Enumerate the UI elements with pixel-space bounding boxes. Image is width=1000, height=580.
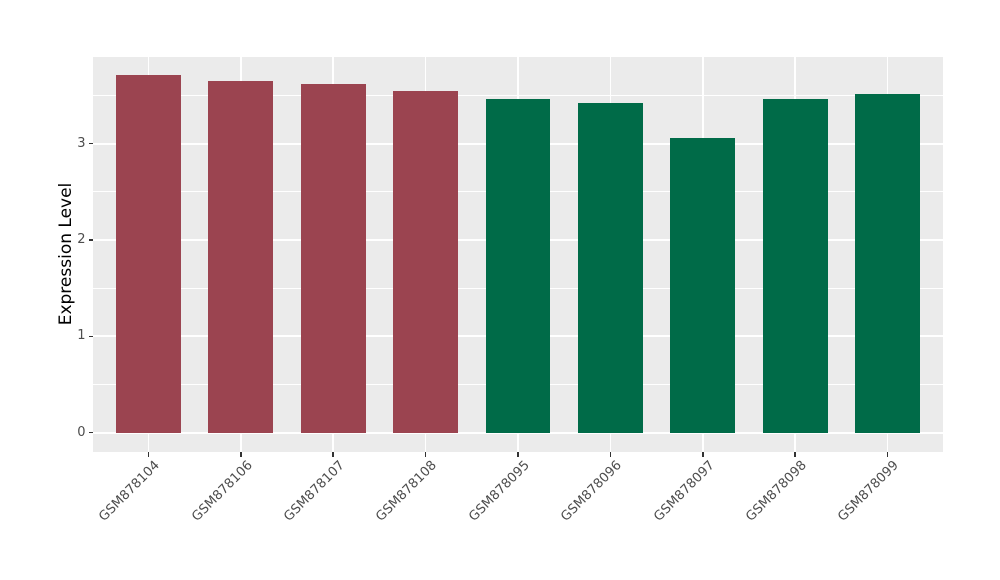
bar-GSM878104 bbox=[116, 75, 181, 433]
y-tick-mark bbox=[88, 142, 93, 145]
x-tick-label: GSM878098 bbox=[743, 458, 810, 525]
bar-GSM878106 bbox=[208, 81, 274, 433]
x-tick-label: GSM878104 bbox=[96, 458, 164, 525]
x-tick-label: GSM878097 bbox=[650, 458, 718, 525]
x-tick-label: GSM878107 bbox=[281, 458, 348, 525]
y-tick-mark bbox=[88, 431, 93, 434]
bar-GSM878107 bbox=[300, 83, 366, 433]
y-tick-label: 3 bbox=[77, 135, 86, 151]
y-tick-mark bbox=[88, 239, 93, 241]
x-tick-mark bbox=[240, 452, 242, 457]
bar-GSM878108 bbox=[393, 90, 458, 433]
x-tick-mark bbox=[886, 452, 889, 457]
bar-GSM878099 bbox=[855, 93, 920, 433]
x-tick-label: GSM878108 bbox=[373, 458, 441, 525]
x-tick-label: GSM878106 bbox=[188, 458, 256, 525]
y-tick-label: 2 bbox=[77, 232, 86, 248]
y-tick-mark bbox=[88, 335, 93, 338]
x-tick-mark bbox=[517, 452, 519, 457]
bar-GSM878098 bbox=[762, 99, 828, 433]
y-axis-title: Expression Level bbox=[56, 182, 76, 326]
y-tick-label: 1 bbox=[77, 328, 86, 344]
x-tick-label: GSM878096 bbox=[558, 458, 625, 525]
x-tick-mark bbox=[794, 452, 796, 457]
x-tick-mark bbox=[609, 452, 612, 457]
bar-GSM878097 bbox=[670, 137, 736, 433]
x-tick-mark bbox=[332, 452, 334, 457]
x-tick-label: GSM878095 bbox=[466, 458, 533, 525]
x-tick-mark bbox=[702, 452, 704, 457]
bar-GSM878096 bbox=[578, 103, 643, 433]
x-tick-mark bbox=[424, 452, 427, 457]
bar-GSM878095 bbox=[485, 99, 551, 433]
x-tick-mark bbox=[147, 452, 150, 457]
y-tick-label: 0 bbox=[77, 424, 86, 440]
x-tick-label: GSM878099 bbox=[835, 458, 903, 525]
